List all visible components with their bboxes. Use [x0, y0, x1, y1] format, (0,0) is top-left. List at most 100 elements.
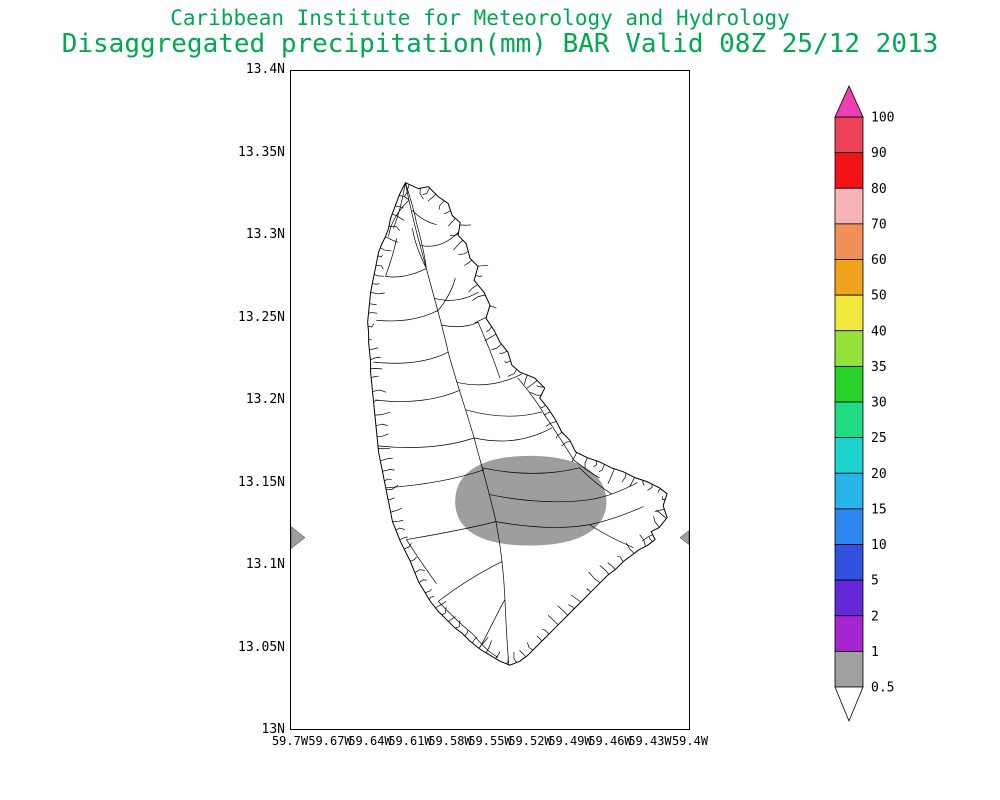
- watershed-edge-line: [458, 250, 469, 255]
- colorbar-tick-label: 0.5: [871, 681, 894, 696]
- lon-tick-label: 59.46W: [588, 734, 632, 748]
- watershed-edge-line: [385, 484, 399, 490]
- watershed-edge-line: [599, 565, 610, 575]
- colorbar-tick-label: 2: [871, 609, 879, 624]
- watershed-edge-line: [485, 640, 492, 654]
- colorbar-below-min-arrow: [834, 686, 864, 723]
- watershed-edge-line: [427, 193, 437, 202]
- plot-title: Disaggregated precipitation(mm) BAR Vali…: [61, 29, 939, 59]
- watershed-edge-line: [372, 283, 380, 285]
- watershed-edge-line: [555, 431, 563, 439]
- colorbar-band: [834, 401, 864, 439]
- colorbar-band: [834, 152, 864, 189]
- lat-tick-label: 13.25N: [238, 309, 285, 325]
- watershed-edge-line: [653, 516, 660, 528]
- watershed-edge-line: [536, 635, 543, 642]
- watershed-edge-line: [654, 509, 665, 513]
- barbados-map: [291, 182, 689, 666]
- watershed-boundaries: [373, 182, 644, 666]
- watershed-edge-line: [484, 333, 497, 342]
- watershed-edge-line: [656, 509, 667, 519]
- watershed-edge-line: [607, 468, 615, 484]
- watershed-edge-line: [617, 556, 624, 563]
- watershed-edge-line: [398, 195, 409, 200]
- watershed-edge-line: [472, 637, 478, 644]
- watershed-edge-line: [438, 200, 445, 210]
- lon-tick-label: 59.61W: [388, 734, 432, 748]
- watershed-edge-line: [414, 569, 425, 574]
- lon-tick-label: 59.49W: [548, 734, 592, 748]
- watershed-edge-line: [524, 374, 528, 385]
- lon-tick-label: 59.64W: [348, 734, 392, 748]
- watershed-edge-line: [375, 423, 388, 427]
- watershed-edge-line: [384, 478, 392, 482]
- watershed-edge-line: [657, 488, 661, 493]
- watershed-edge-line: [403, 543, 412, 550]
- watershed-edge-line: [478, 637, 489, 649]
- watershed-edge-line: [435, 601, 447, 609]
- watershed-edge-line: [418, 579, 428, 583]
- colorbar-above-max-arrow: [834, 85, 864, 118]
- watershed-edge-line: [370, 356, 381, 361]
- watershed-edge-line: [409, 556, 417, 562]
- page-title: Caribbean Institute for Meteorology and …: [170, 6, 790, 30]
- watershed-edge-line: [422, 187, 430, 195]
- colorbar-band: [834, 365, 864, 403]
- watershed-edge-line: [506, 656, 509, 665]
- watershed-edge-line: [370, 375, 379, 379]
- watershed-edge-line: [536, 385, 545, 388]
- island-area: [367, 182, 668, 666]
- watershed-edge-line: [507, 368, 517, 377]
- watershed-edge-line: [373, 399, 379, 402]
- watershed-edge-line: [489, 305, 497, 309]
- colorbar-band: [834, 187, 864, 225]
- watershed-edge-line: [395, 527, 405, 531]
- map-frame: [290, 70, 690, 730]
- watershed-edge-line: [370, 291, 385, 295]
- coastline: [367, 182, 668, 666]
- watershed-edge-line: [373, 274, 385, 277]
- colorbar-band: [834, 330, 864, 367]
- lat-tick-label: 13.2N: [245, 392, 285, 407]
- watershed-edge-line: [367, 323, 375, 328]
- colorbar-band: [834, 615, 864, 652]
- colorbar-band: [834, 116, 864, 154]
- watershed-edge-line: [647, 483, 653, 491]
- colorbar-tick-label: 1: [871, 645, 879, 660]
- watershed-edge-line: [629, 477, 636, 487]
- watershed-edge-line: [453, 239, 464, 251]
- watershed-edge-line: [544, 411, 551, 416]
- colorbar-band: [834, 223, 864, 260]
- watershed-edge-line: [530, 391, 542, 396]
- watershed-edge-line: [499, 350, 508, 354]
- watershed-edge-line: [448, 217, 456, 227]
- colorbar-tick-label: 60: [871, 253, 887, 268]
- east-edge-marker: [679, 530, 689, 545]
- colorbar-tick-label: 20: [871, 467, 887, 482]
- watershed-edge-line: [486, 326, 493, 332]
- watershed-edge-line: [584, 457, 588, 469]
- watershed-edge-line: [561, 440, 571, 447]
- lat-tick-label: 13N: [261, 722, 285, 737]
- watershed-edge-line: [626, 542, 635, 554]
- watershed-edge-line: [639, 534, 646, 547]
- watershed-edge-line: [586, 588, 592, 593]
- watershed-edge-line: [642, 534, 654, 542]
- lon-tick-label: 59.55W: [468, 734, 512, 748]
- colorbar-tick-label: 25: [871, 431, 887, 446]
- watershed-edge-line: [491, 343, 502, 351]
- colorbar-band: [834, 259, 864, 296]
- lat-tick-label: 13.1N: [245, 557, 285, 572]
- colorbar-tick-label: 15: [871, 502, 887, 517]
- watershed-edge-line: [454, 620, 461, 629]
- colorbar-band: [834, 437, 864, 474]
- watershed-edge-line: [477, 264, 489, 267]
- lon-tick-label: 59.52W: [508, 734, 552, 748]
- watershed-edge-line: [546, 421, 557, 427]
- lat-tick-label: 13.4N: [245, 62, 285, 77]
- colorbar-tick-label: 30: [871, 396, 887, 411]
- lon-tick-label: 59.4W: [671, 734, 709, 748]
- watershed-edge-line: [391, 213, 405, 221]
- colorbar-band: [834, 472, 864, 510]
- watershed-edge-line: [448, 616, 456, 623]
